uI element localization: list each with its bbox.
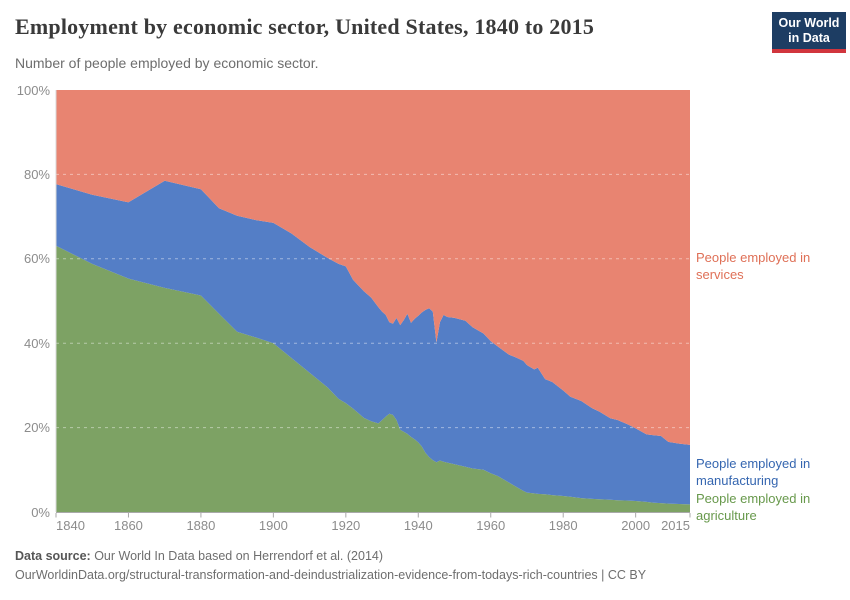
series-label-agriculture: People employed in agriculture: [696, 491, 811, 523]
area-services[interactable]: [56, 90, 690, 445]
logo-text-line1: Our World: [778, 16, 840, 30]
x-axis-label-2000: 2000: [621, 518, 651, 533]
data-source-label: Data source:: [15, 549, 91, 563]
y-axis-label-20%: 20%: [23, 420, 50, 436]
data-source-note: Data source: Our World In Data based on …: [15, 549, 383, 563]
y-axis-label-60%: 60%: [23, 251, 50, 267]
data-source-text: Our World In Data based on Herrendorf et…: [90, 549, 384, 563]
logo-text-line2: in Data: [788, 31, 830, 45]
x-axis-label-1920: 1920: [331, 518, 361, 533]
x-axis-label-1900: 1900: [258, 518, 288, 533]
y-axis-label-100%: 100%: [16, 82, 50, 98]
x-axis-label-2015: 2015: [661, 518, 690, 533]
x-axis-label-1840: 1840: [56, 518, 85, 533]
y-axis-label-80%: 80%: [23, 166, 50, 182]
x-axis-label-1940: 1940: [403, 518, 433, 533]
y-axis-label-40%: 40%: [23, 335, 50, 351]
x-axis-label-1960: 1960: [476, 518, 506, 533]
area-agriculture[interactable]: [56, 245, 690, 512]
series-label-services: People employed in services: [696, 250, 811, 282]
owid-logo: Our World in Data: [772, 12, 846, 53]
y-axis-label-0%: 0%: [31, 504, 50, 520]
chart-subtitle: Number of people employed by economic se…: [15, 55, 319, 71]
series-label-manufacturing: People employed in manufacturing: [696, 456, 811, 488]
chart-title: Employment by economic sector, United St…: [15, 14, 595, 39]
source-url: OurWorldinData.org/structural-transforma…: [15, 568, 647, 582]
x-axis-label-1880: 1880: [186, 518, 216, 533]
area-manufacturing[interactable]: [56, 180, 690, 505]
x-axis-label-1860: 1860: [113, 518, 143, 533]
x-axis-label-1980: 1980: [548, 518, 578, 533]
